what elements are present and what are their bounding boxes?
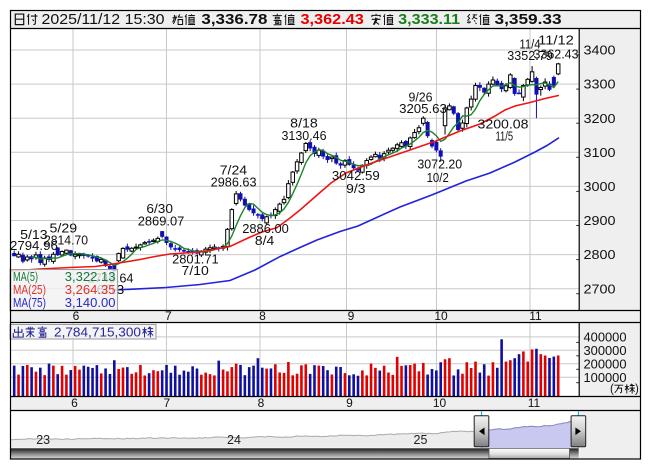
svg-text:3,264.35: 3,264.35 xyxy=(65,283,116,297)
svg-text:24: 24 xyxy=(227,433,241,447)
svg-text:3130.46: 3130.46 xyxy=(282,128,327,143)
svg-text:3100: 3100 xyxy=(584,145,616,160)
svg-text:11/12: 11/12 xyxy=(538,33,574,48)
svg-text:3072.20: 3072.20 xyxy=(417,157,462,172)
svg-text:MA(25): MA(25) xyxy=(13,283,46,297)
svg-text:3400: 3400 xyxy=(584,43,616,58)
svg-text:2025/11/12 15:30: 2025/11/12 15:30 xyxy=(42,11,165,28)
svg-text:3042.59: 3042.59 xyxy=(332,168,380,183)
svg-text:9: 9 xyxy=(348,309,355,323)
svg-text:300000: 300000 xyxy=(584,343,627,358)
svg-text:11/4: 11/4 xyxy=(519,37,540,52)
svg-text:10/2: 10/2 xyxy=(427,170,449,185)
svg-text:3200.08: 3200.08 xyxy=(478,117,529,132)
svg-text:6/30: 6/30 xyxy=(146,201,173,216)
svg-text:2794.96: 2794.96 xyxy=(10,238,58,253)
svg-text:400000: 400000 xyxy=(584,330,627,345)
svg-text:3,362.43: 3,362.43 xyxy=(301,11,364,28)
svg-text:11: 11 xyxy=(528,396,541,410)
svg-text:7: 7 xyxy=(163,396,170,410)
svg-text:2800: 2800 xyxy=(584,247,616,262)
svg-text:(: ( xyxy=(610,384,614,396)
svg-text:3,336.78: 3,336.78 xyxy=(201,11,267,28)
svg-text:200000: 200000 xyxy=(584,356,627,371)
svg-text:3362.43: 3362.43 xyxy=(534,47,579,62)
svg-text:MA(75): MA(75) xyxy=(13,296,46,310)
svg-text:8: 8 xyxy=(259,309,266,323)
svg-text:9: 9 xyxy=(346,396,353,410)
svg-text:3,333.11: 3,333.11 xyxy=(398,11,460,28)
svg-text:23: 23 xyxy=(36,433,50,447)
svg-text:3,322.13: 3,322.13 xyxy=(65,270,116,284)
svg-text:2700: 2700 xyxy=(584,281,616,296)
svg-text:3300: 3300 xyxy=(584,77,616,92)
svg-text:2886.00: 2886.00 xyxy=(242,221,289,236)
svg-text:8/18: 8/18 xyxy=(290,116,318,131)
svg-text:): ) xyxy=(635,384,639,396)
svg-text:2801.71: 2801.71 xyxy=(172,252,219,267)
svg-text:6: 6 xyxy=(71,396,78,410)
svg-text:25: 25 xyxy=(414,433,428,447)
svg-text:3352.79: 3352.79 xyxy=(507,48,552,63)
svg-text:11: 11 xyxy=(529,309,542,323)
svg-text:2900: 2900 xyxy=(584,213,616,228)
svg-text:11/5: 11/5 xyxy=(496,129,514,144)
svg-text:MA(5): MA(5) xyxy=(13,270,38,284)
svg-text:3200: 3200 xyxy=(584,111,616,126)
svg-text:3000: 3000 xyxy=(584,179,616,194)
svg-text:8/4: 8/4 xyxy=(255,233,274,248)
svg-text:3,359.33: 3,359.33 xyxy=(495,11,562,28)
svg-text:2869.07: 2869.07 xyxy=(138,214,185,229)
svg-text:5/29: 5/29 xyxy=(50,221,78,236)
svg-text:10: 10 xyxy=(433,396,447,410)
svg-text:9/26: 9/26 xyxy=(408,90,432,105)
svg-text:9/3: 9/3 xyxy=(346,181,365,196)
svg-text:7/24: 7/24 xyxy=(220,163,247,178)
svg-text:3,140.00: 3,140.00 xyxy=(65,296,116,310)
svg-text:2986.63: 2986.63 xyxy=(211,175,257,190)
svg-text:6: 6 xyxy=(73,309,80,323)
svg-text:2,784,715,300: 2,784,715,300 xyxy=(54,325,141,340)
svg-text:10: 10 xyxy=(434,309,448,323)
svg-text:5/13: 5/13 xyxy=(20,227,48,242)
svg-text:7/10: 7/10 xyxy=(182,263,209,278)
svg-text:100000: 100000 xyxy=(584,370,627,385)
svg-text:2814.70: 2814.70 xyxy=(44,233,88,248)
svg-text:8: 8 xyxy=(258,396,265,410)
svg-text:7: 7 xyxy=(165,309,172,323)
svg-text:3205.63: 3205.63 xyxy=(399,101,447,116)
